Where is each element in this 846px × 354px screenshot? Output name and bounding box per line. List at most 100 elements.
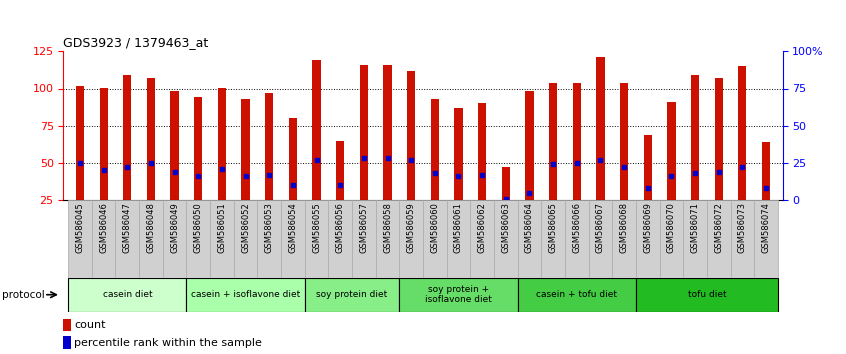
Bar xyxy=(162,200,186,278)
Bar xyxy=(636,200,660,278)
Bar xyxy=(69,200,92,278)
Text: GSM586072: GSM586072 xyxy=(714,202,723,253)
Text: GSM586066: GSM586066 xyxy=(572,202,581,253)
Bar xyxy=(754,200,777,278)
Bar xyxy=(171,91,179,200)
Text: GSM586061: GSM586061 xyxy=(454,202,463,253)
Bar xyxy=(478,103,486,200)
Bar xyxy=(360,65,368,200)
Bar xyxy=(684,200,707,278)
Bar xyxy=(383,65,392,200)
Bar xyxy=(63,336,71,349)
Bar xyxy=(502,167,510,200)
Bar xyxy=(124,75,131,200)
Text: GSM586070: GSM586070 xyxy=(667,202,676,253)
Text: GSM586062: GSM586062 xyxy=(478,202,486,253)
Bar xyxy=(739,66,746,200)
Text: GSM586074: GSM586074 xyxy=(761,202,771,253)
Bar xyxy=(407,71,415,200)
Bar xyxy=(186,278,305,312)
Text: GSM586057: GSM586057 xyxy=(360,202,368,253)
Bar xyxy=(288,118,297,200)
Text: GSM586069: GSM586069 xyxy=(643,202,652,253)
Text: GSM586048: GSM586048 xyxy=(146,202,156,253)
Text: casein diet: casein diet xyxy=(102,290,152,299)
Bar xyxy=(431,99,439,200)
Bar xyxy=(596,57,605,200)
Bar xyxy=(352,200,376,278)
Bar xyxy=(312,60,321,200)
Text: GSM586049: GSM586049 xyxy=(170,202,179,253)
Text: casein + tofu diet: casein + tofu diet xyxy=(536,290,618,299)
Text: soy protein diet: soy protein diet xyxy=(316,290,387,299)
Bar xyxy=(116,200,139,278)
Bar xyxy=(210,200,233,278)
Bar xyxy=(447,200,470,278)
Bar xyxy=(399,278,518,312)
Text: GSM586051: GSM586051 xyxy=(217,202,227,253)
Bar xyxy=(715,78,722,200)
Bar xyxy=(194,97,202,200)
Bar xyxy=(376,200,399,278)
Text: GSM586067: GSM586067 xyxy=(596,202,605,253)
Text: soy protein +
isoflavone diet: soy protein + isoflavone diet xyxy=(425,285,492,304)
Bar xyxy=(707,200,730,278)
Text: GSM586046: GSM586046 xyxy=(99,202,108,253)
Bar xyxy=(63,319,71,331)
Bar xyxy=(454,108,463,200)
Bar xyxy=(541,200,565,278)
Text: GSM586056: GSM586056 xyxy=(336,202,344,253)
Bar xyxy=(620,82,629,200)
Text: GSM586052: GSM586052 xyxy=(241,202,250,253)
Text: GSM586073: GSM586073 xyxy=(738,202,747,253)
Bar xyxy=(518,200,541,278)
Bar xyxy=(336,141,344,200)
Text: GSM586068: GSM586068 xyxy=(619,202,629,253)
Bar xyxy=(217,88,226,200)
Bar xyxy=(613,200,636,278)
Bar xyxy=(147,78,155,200)
Bar xyxy=(76,86,84,200)
Text: GSM586060: GSM586060 xyxy=(431,202,439,253)
Bar xyxy=(525,91,534,200)
Text: casein + isoflavone diet: casein + isoflavone diet xyxy=(191,290,300,299)
Bar xyxy=(100,88,107,200)
Bar xyxy=(92,200,116,278)
Text: percentile rank within the sample: percentile rank within the sample xyxy=(74,338,262,348)
Bar xyxy=(186,200,210,278)
Text: GDS3923 / 1379463_at: GDS3923 / 1379463_at xyxy=(63,36,209,49)
Text: GSM586054: GSM586054 xyxy=(288,202,298,253)
Bar xyxy=(518,278,636,312)
Text: GSM586059: GSM586059 xyxy=(407,202,415,253)
Text: GSM586053: GSM586053 xyxy=(265,202,274,253)
Bar xyxy=(241,99,250,200)
Bar xyxy=(423,200,447,278)
Bar xyxy=(730,200,754,278)
Text: count: count xyxy=(74,320,106,330)
Text: tofu diet: tofu diet xyxy=(688,290,726,299)
Bar xyxy=(565,200,589,278)
Bar xyxy=(762,142,770,200)
Text: GSM586065: GSM586065 xyxy=(548,202,558,253)
Bar xyxy=(265,93,273,200)
Bar xyxy=(589,200,613,278)
Text: GSM586064: GSM586064 xyxy=(525,202,534,253)
Text: GSM586055: GSM586055 xyxy=(312,202,321,253)
Bar xyxy=(494,200,518,278)
Text: protocol: protocol xyxy=(2,290,45,300)
Text: GSM586071: GSM586071 xyxy=(690,202,700,253)
Bar xyxy=(470,200,494,278)
Text: GSM586047: GSM586047 xyxy=(123,202,132,253)
Bar xyxy=(257,200,281,278)
Bar xyxy=(660,200,684,278)
Bar xyxy=(667,102,675,200)
Text: GSM586058: GSM586058 xyxy=(383,202,392,253)
Text: GSM586050: GSM586050 xyxy=(194,202,203,253)
Bar xyxy=(691,75,699,200)
Bar xyxy=(573,82,581,200)
Bar xyxy=(399,200,423,278)
Bar xyxy=(305,200,328,278)
Text: GSM586045: GSM586045 xyxy=(75,202,85,253)
Bar xyxy=(305,278,399,312)
Bar xyxy=(328,200,352,278)
